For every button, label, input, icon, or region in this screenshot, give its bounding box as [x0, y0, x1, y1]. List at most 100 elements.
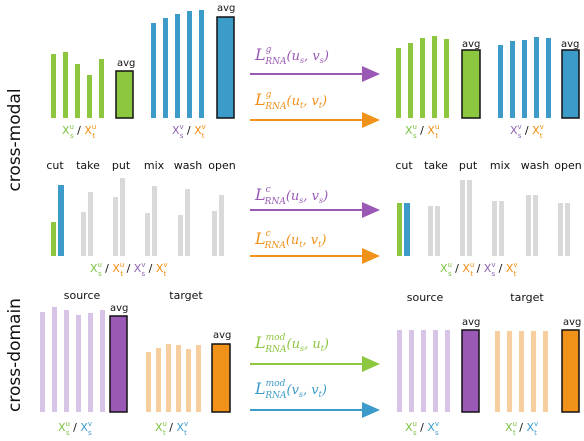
- row2-left-category-wash: wash: [174, 159, 202, 172]
- row3-left-target-axis-label: Xu t / Xv t: [155, 420, 188, 437]
- row2-right-gray-bar-6: [499, 201, 504, 256]
- row3-left-source-bars: [40, 307, 128, 413]
- row3-right-target-bar-5: [543, 331, 548, 412]
- row1-right-green-bar-5: [444, 39, 449, 118]
- row3-right-source-bars: [397, 329, 480, 413]
- row2-left-bars: [51, 178, 224, 256]
- row2-left-gray-bar-4: [120, 178, 125, 256]
- row2-right-gray-bar-1: [428, 206, 433, 256]
- row1-right-green-bars: [396, 36, 481, 119]
- row1-left-blue-bar-1: [151, 23, 156, 118]
- row2-right-category-wash: wash: [521, 159, 549, 172]
- row1-left-green-avg-label: avg: [117, 58, 135, 69]
- row1-formula-bottom: Lg RNA(ut, vt): [254, 90, 327, 112]
- row1-left-blue-avg-label: avg: [217, 3, 235, 14]
- row1-right-blue-bar-3: [522, 40, 527, 118]
- row1-right-green-bar-1: [396, 48, 401, 118]
- row1-right-green-bar-3: [420, 38, 425, 118]
- row2-right-category-labels: cut take put mix wash open: [395, 159, 581, 172]
- row2-left-gray-bar-2: [88, 192, 93, 256]
- row3-right-target-bars: [495, 329, 580, 413]
- row2-right-gray-bar-9: [558, 203, 563, 256]
- row3-right-source-bar-4: [433, 330, 438, 412]
- row1-left-green-axis-label: Xu s / Xu t: [62, 123, 96, 140]
- row2-right-gray-bar-8: [533, 195, 538, 256]
- row3-right-source-bar-5: [445, 330, 450, 412]
- row1-right-blue-axis-label: Xv s / Xv t: [510, 123, 544, 140]
- row2-right-gray-bar-3: [460, 180, 465, 256]
- row3-left-target-bar-3: [166, 344, 171, 412]
- row-title-cross-domain: cross-domain: [5, 298, 25, 412]
- row1-right-blue-bar-2: [510, 41, 515, 118]
- row3-right-source-avg-bar: [461, 329, 480, 413]
- row3-right-source-bar-3: [421, 330, 426, 412]
- row3-left-source-bar-3: [64, 310, 69, 412]
- row2-right-category-cut: cut: [395, 159, 413, 172]
- row3-left-source-bar-1: [40, 312, 45, 412]
- row3-left-source-bar-2: [52, 307, 57, 412]
- row2-left-gray-bar-9: [212, 211, 217, 256]
- row1-right-green-avg-label: avg: [462, 39, 480, 50]
- row1-right-blue-bar-5: [546, 38, 551, 118]
- row3-right-source-label: source: [407, 291, 444, 304]
- row2-right-gray-bar-2: [435, 206, 440, 256]
- row2-right-axis-label: Xu s / Xu t / Xv s / Xv t: [440, 261, 518, 278]
- row2-left-gray-bar-1: [81, 212, 86, 256]
- row-title-cross-modal: cross-modal: [5, 88, 25, 191]
- row1-right-green-bar-2: [408, 43, 413, 118]
- row1-right-blue-bar-4: [534, 37, 539, 118]
- row3-right-source-bar-2: [409, 330, 414, 412]
- row3-left-source-bar-5: [88, 313, 93, 412]
- row1-left-blue-bar-3: [175, 14, 180, 118]
- row2-left-category-open: open: [208, 159, 235, 172]
- row3-left-source-bar-4: [76, 315, 81, 412]
- row3-left-target-bar-4: [176, 345, 181, 412]
- row2-left-category-labels: cut take put mix wash open: [46, 159, 235, 172]
- row1-right-green-avg-bar: [461, 49, 481, 119]
- row1-left-green-bar-5: [99, 59, 104, 118]
- row2-left-bar-cut-green: [51, 222, 56, 256]
- row1-right-green-axis-label: Xu s / Xu t: [405, 123, 439, 140]
- row1-formula-top: Lg RNA(us, vs): [254, 45, 329, 67]
- row3-right-target-bar-3: [519, 331, 524, 412]
- row3-left-source-avg-label: avg: [110, 303, 128, 314]
- row2-left-category-mix: mix: [144, 159, 165, 172]
- row2-left-gray-bar-10: [219, 195, 224, 256]
- row2-right-bars: [397, 180, 570, 256]
- row3-left-source-axis-label: Xu s / Xv s: [58, 420, 92, 437]
- row2-left-gray-bar-7: [178, 215, 183, 256]
- row2-right-category-put: put: [459, 159, 478, 172]
- row3-right-target-label: target: [510, 291, 544, 304]
- row2-left-gray-bar-8: [185, 189, 190, 256]
- row3-right-target-bar-2: [507, 331, 512, 412]
- row1-left-blue-avg-bar: [216, 16, 235, 119]
- row3-right-target-bar-1: [495, 331, 500, 412]
- row2-right-bar-cut-green: [397, 203, 402, 256]
- row2-left-axis-label: Xu s / Xu t / Xv s / Xv t: [90, 261, 168, 278]
- row2-left-gray-bar-6: [152, 186, 157, 256]
- row1-left-blue-bars: [151, 10, 235, 119]
- row2-right-category-mix: mix: [490, 159, 511, 172]
- row2-right-gray-bar-10: [565, 203, 570, 256]
- row1-left-green-bar-2: [63, 52, 68, 118]
- row2-right-category-open: open: [554, 159, 581, 172]
- row1-left-green-avg-bar: [115, 70, 134, 119]
- row3-left-target-bar-5: [186, 349, 191, 412]
- row3-left-source-avg-bar: [109, 315, 128, 413]
- row3-right-source-axis-label: Xu s / Xv s: [405, 420, 439, 437]
- row2-formula-top: Lc RNA(us, vs): [254, 185, 328, 207]
- row1-right-blue-bars: [498, 37, 580, 119]
- row3-right-target-bar-4: [531, 331, 536, 412]
- row1-left-green-bar-3: [75, 64, 80, 118]
- row1-right-blue-avg-label: avg: [561, 39, 579, 50]
- row2-right-gray-bar-4: [467, 180, 472, 256]
- row3-left-target-bars: [146, 343, 231, 413]
- row1-left-green-bar-4: [87, 75, 92, 118]
- row3-left-target-label: target: [169, 289, 203, 302]
- row3-left-target-bar-2: [156, 348, 161, 412]
- row2-left-category-take: take: [76, 159, 100, 172]
- row1-right-blue-avg-bar: [561, 49, 580, 119]
- row3-left-source-bar-6: [100, 310, 105, 412]
- row1-right-green-bar-4: [432, 36, 437, 118]
